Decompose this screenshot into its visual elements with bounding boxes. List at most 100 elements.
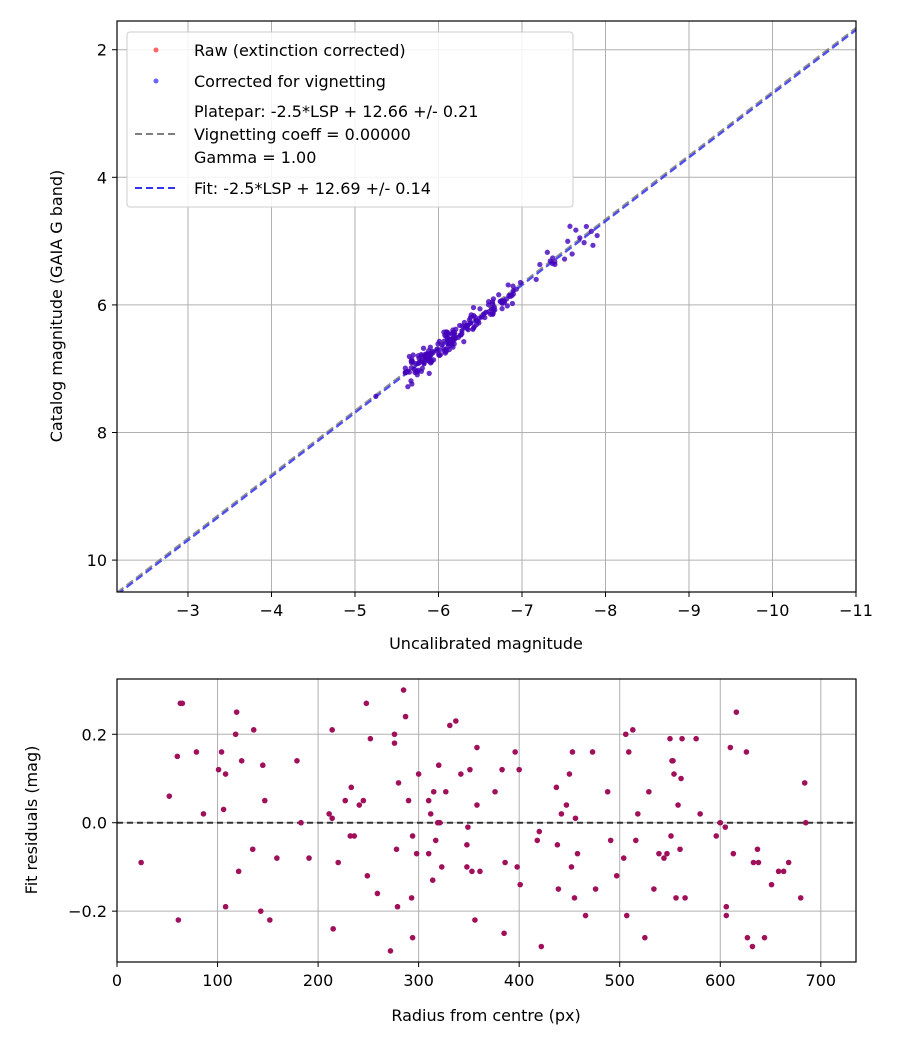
residual-point bbox=[642, 934, 648, 941]
fit-line-platepar bbox=[117, 27, 856, 592]
residual-point bbox=[675, 802, 681, 808]
corrected-point bbox=[441, 338, 447, 344]
corrected-point bbox=[435, 341, 441, 347]
residual-point bbox=[356, 802, 363, 808]
bottom-y-tick-label: 0.0 bbox=[82, 814, 107, 833]
residual-point bbox=[607, 837, 614, 844]
corrected-point bbox=[588, 228, 594, 234]
residual-point bbox=[294, 758, 300, 764]
legend-raw-label: Raw (extinction corrected) bbox=[194, 41, 406, 60]
bottom-x-tick-label: 700 bbox=[806, 971, 837, 990]
corrected-point bbox=[581, 240, 587, 246]
residual-point bbox=[775, 868, 782, 875]
residual-point bbox=[472, 917, 478, 923]
corrected-point bbox=[573, 227, 579, 233]
residual-point bbox=[563, 802, 570, 808]
corrected-point bbox=[483, 309, 489, 315]
residual-point bbox=[387, 948, 394, 954]
residual-point bbox=[661, 855, 667, 861]
residual-point bbox=[744, 934, 751, 941]
corrected-point bbox=[405, 384, 411, 390]
corrected-point bbox=[477, 306, 483, 312]
corrected-point bbox=[577, 235, 583, 241]
residual-point bbox=[502, 859, 508, 866]
corrected-point bbox=[410, 359, 416, 365]
bottom-x-ticks: 0 100 200 300 400 500 600 700 bbox=[112, 962, 836, 990]
legend-fit-label: Fit: -2.5*LSP + 12.69 +/- 0.14 bbox=[194, 179, 431, 198]
corrected-point bbox=[509, 300, 516, 307]
residual-point bbox=[474, 744, 480, 751]
corrected-point bbox=[373, 393, 379, 400]
legend-raw-marker bbox=[153, 47, 159, 53]
legend-box bbox=[126, 31, 574, 208]
corrected-point bbox=[462, 324, 468, 330]
residual-point bbox=[558, 811, 565, 817]
residual-points bbox=[138, 687, 809, 954]
residual-point bbox=[429, 877, 436, 883]
residual-point bbox=[693, 735, 699, 742]
corrected-point bbox=[505, 282, 511, 288]
residual-point bbox=[623, 912, 630, 919]
residual-point bbox=[589, 749, 596, 755]
residual-point bbox=[342, 797, 349, 804]
corrected-point bbox=[468, 320, 474, 326]
residual-point bbox=[713, 833, 720, 839]
residual-point bbox=[501, 930, 507, 937]
residual-point bbox=[722, 824, 729, 830]
residual-point bbox=[622, 731, 629, 738]
residual-point bbox=[394, 903, 401, 910]
residual-point bbox=[679, 735, 685, 742]
legend-corrected-marker bbox=[153, 78, 159, 84]
corrected-point bbox=[583, 223, 589, 230]
corrected-point bbox=[485, 302, 492, 308]
residual-point bbox=[257, 908, 264, 914]
residual-point bbox=[723, 903, 730, 910]
corrected-point bbox=[490, 296, 497, 302]
corrected-point bbox=[510, 283, 516, 289]
residual-point bbox=[670, 758, 676, 764]
residual-point bbox=[438, 864, 445, 870]
residual-point bbox=[408, 895, 415, 901]
residual-point bbox=[646, 788, 652, 795]
bottom-x-tick-label: 600 bbox=[705, 971, 736, 990]
residual-point bbox=[801, 780, 808, 786]
residual-point bbox=[250, 727, 257, 733]
corrected-point bbox=[426, 370, 432, 376]
residual-point bbox=[464, 842, 470, 848]
residual-point bbox=[415, 771, 422, 777]
residual-point bbox=[391, 731, 398, 738]
bottom-x-tick-label: 200 bbox=[303, 971, 334, 990]
residual-point bbox=[514, 864, 520, 870]
corrected-point bbox=[594, 232, 600, 239]
corrected-point bbox=[457, 332, 463, 338]
residual-point bbox=[262, 797, 268, 804]
residual-point bbox=[730, 850, 737, 857]
top-x-tick-label: −3 bbox=[176, 601, 200, 620]
top-x-tick-label: −6 bbox=[427, 601, 451, 620]
residual-point bbox=[656, 850, 662, 857]
residual-point bbox=[222, 903, 229, 910]
residual-point bbox=[364, 872, 371, 879]
residual-point bbox=[393, 846, 400, 853]
residual-point bbox=[651, 886, 657, 892]
residual-point bbox=[569, 749, 576, 755]
corrected-point bbox=[513, 286, 519, 292]
residual-point bbox=[409, 934, 416, 941]
legend-platepar-label: Platepar: -2.5*LSP + 12.66 +/- 0.21 bbox=[194, 102, 478, 121]
residual-point bbox=[200, 811, 207, 817]
corrected-point bbox=[441, 329, 447, 335]
bottom-x-tick-label: 300 bbox=[403, 971, 434, 990]
residual-point bbox=[635, 811, 641, 817]
top-x-axis-label: Uncalibrated magnitude bbox=[389, 634, 583, 653]
residual-point bbox=[425, 797, 432, 804]
residual-point bbox=[553, 784, 560, 791]
residual-point bbox=[465, 824, 471, 830]
residual-point bbox=[678, 775, 684, 782]
residual-point bbox=[326, 811, 332, 817]
bottom-x-tick-label: 500 bbox=[604, 971, 635, 990]
residual-point bbox=[436, 819, 443, 826]
bottom-x-tick-label: 0 bbox=[112, 971, 122, 990]
corrected-point bbox=[517, 279, 524, 286]
top-x-tick-label: −5 bbox=[343, 601, 367, 620]
